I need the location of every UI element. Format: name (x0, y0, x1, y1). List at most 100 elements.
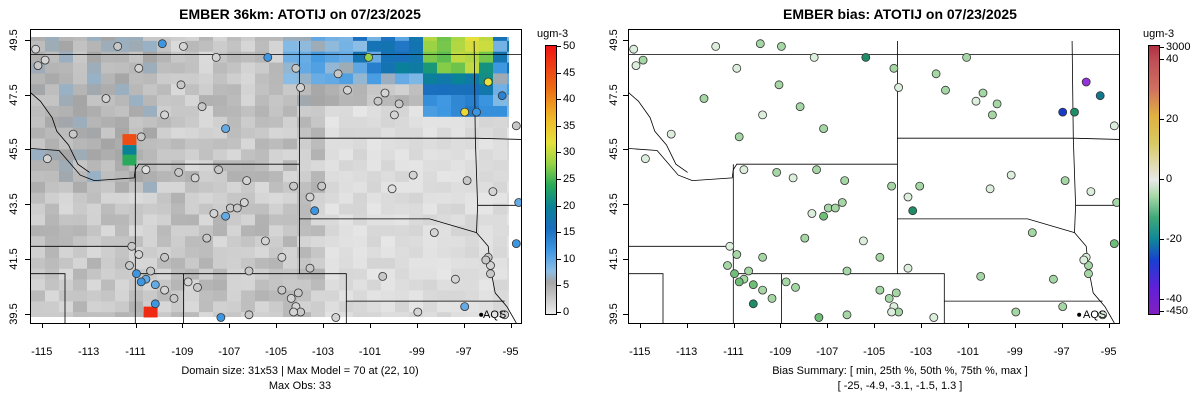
bias-obs-point (1084, 269, 1093, 279)
model-grid-cell (101, 301, 116, 313)
model-grid-cell (171, 203, 186, 215)
model-grid-cell (465, 84, 480, 96)
bias-obs-point (748, 280, 758, 290)
model-obs-point (211, 52, 221, 62)
model-grid-cell (395, 105, 410, 118)
model-grid-cell (437, 236, 452, 248)
model-grid-cell (353, 105, 368, 118)
model-grid-cell (115, 290, 130, 302)
model-grid-cell (423, 95, 438, 107)
bias-obs-point (744, 266, 753, 276)
model-grid-cell (353, 84, 368, 96)
model-grid-cell (367, 105, 382, 118)
model-grid-cell (325, 149, 340, 161)
bias-obs-point (640, 154, 650, 164)
model-grid-cell (31, 290, 46, 302)
model-grid-cell (353, 257, 368, 270)
model-obs-point (483, 77, 493, 87)
bias-y-tick-mark (623, 94, 628, 96)
bias-obs-point (1027, 228, 1037, 238)
model-grid-cell (227, 138, 242, 150)
model-grid-cell (241, 236, 256, 248)
model-grid-cell (31, 84, 46, 96)
bias-y-tick-label: 47.5 (608, 84, 620, 106)
model-grid-cell (297, 160, 312, 172)
bias-y-tick-label: 49.5 (608, 29, 620, 51)
model-grid-cell (157, 192, 172, 204)
model-grid-cell (31, 116, 46, 128)
model-grid-cell (409, 62, 424, 74)
model-grid-cell (353, 214, 368, 226)
model-grid-cell (381, 301, 396, 313)
bias-obs-point (861, 52, 871, 62)
model-grid-cell (409, 95, 424, 107)
model-grid-cell (171, 181, 186, 194)
model-grid-cell (283, 95, 298, 107)
model-grid-cell (423, 203, 438, 215)
bias-state-line (629, 41, 898, 182)
model-state-line (475, 137, 521, 140)
model-grid-cell (479, 279, 494, 291)
model-grid-cell (423, 51, 438, 63)
bias-map-svg (629, 39, 1119, 323)
bias-obs-point (666, 129, 676, 139)
model-grid-cell (451, 225, 466, 237)
bias-obs-point (711, 41, 721, 51)
bias-obs-point (1109, 239, 1119, 249)
model-grid-cell (143, 192, 158, 204)
model-grid-cell (493, 62, 508, 74)
model-grid-cell (255, 192, 270, 204)
bias-obs-point (992, 99, 1002, 109)
model-grid-cell (115, 160, 130, 172)
model-grid-cell (157, 214, 172, 226)
model-grid-cell (255, 73, 270, 85)
model-grid-cell (339, 40, 354, 52)
model-grid-cell (213, 116, 228, 128)
model-grid-cell (31, 214, 46, 226)
model-grid-cell (129, 95, 144, 107)
model-obs-point (141, 165, 151, 175)
model-grid-cell (395, 40, 410, 52)
bias-colorbar-tick-label: -20 (1166, 233, 1182, 245)
model-grid-cell (381, 105, 396, 118)
model-grid-cell (325, 203, 340, 215)
model-obs-point (394, 99, 404, 109)
model-grid-cell (241, 203, 256, 215)
model-grid-cell (87, 149, 102, 161)
model-grid-cell (157, 247, 172, 259)
model-grid-cell (59, 51, 74, 63)
model-obs-point (193, 282, 202, 292)
model-grid-cell (367, 127, 382, 139)
model-grid-cell (451, 149, 466, 161)
model-grid-cell (367, 62, 382, 74)
bias-obs-point (1081, 77, 1091, 87)
model-grid-cell (101, 268, 116, 280)
model-obs-point (343, 85, 352, 95)
model-grid-cell (213, 95, 228, 107)
model-grid-cell (101, 290, 116, 302)
model-grid-cell (171, 214, 186, 226)
model-grid-cell (311, 40, 326, 52)
model-grid-cell (423, 138, 438, 150)
model-grid-cell (493, 73, 508, 85)
model-grid-cell (115, 51, 130, 63)
model-grid-cell (395, 51, 410, 63)
model-grid-cell (283, 73, 298, 85)
model-grid-cell (199, 247, 214, 259)
model-grid-cell (87, 73, 102, 85)
model-obs-point (113, 41, 123, 51)
model-grid-cell (437, 301, 452, 313)
model-grid-cell (437, 62, 452, 74)
model-grid-cell (171, 257, 186, 270)
model-grid-cell (269, 116, 284, 128)
model-grid-cell (227, 181, 242, 194)
model-grid-cell (31, 225, 46, 237)
model-grid-cell (325, 127, 340, 139)
model-grid-cell (171, 290, 186, 302)
model-grid-cell (59, 171, 74, 183)
model-grid-cell (87, 95, 102, 107)
model-colorbar-tick-mark (557, 312, 561, 313)
model-grid-cell (451, 290, 466, 302)
model-grid-cell (199, 171, 214, 183)
model-grid (31, 30, 521, 323)
